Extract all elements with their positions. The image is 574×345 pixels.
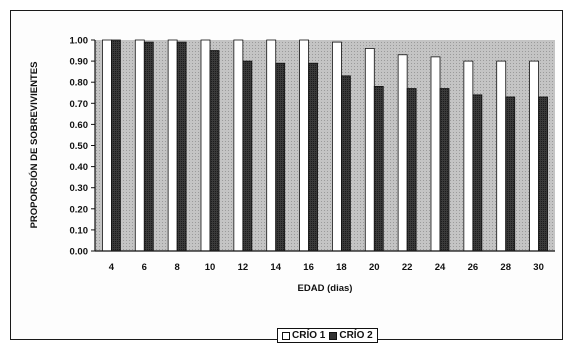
- x-tick-label: 18: [336, 262, 347, 273]
- plot-area: [95, 40, 555, 251]
- y-tick-label: 0.10: [70, 225, 89, 236]
- y-axis-title: PROPORCIÓN DE SOBREVIVIENTES: [28, 62, 40, 229]
- y-tick-label: 0.40: [70, 162, 89, 173]
- bar-crio-2-28: [505, 96, 516, 252]
- x-axis-title: EDAD (dias): [298, 283, 353, 294]
- x-tick-label: 8: [174, 262, 179, 273]
- legend-item-crio-1: CRÍO 1: [282, 330, 325, 341]
- bar-crio-2-22: [406, 88, 417, 252]
- bar-crio-2-6: [143, 41, 154, 252]
- bar-crio-2-10: [209, 50, 220, 252]
- x-tick-label: 28: [500, 262, 511, 273]
- bar-crio-1-30: [529, 60, 539, 252]
- bar-crio-2-24: [439, 88, 450, 252]
- x-tick-label: 22: [402, 262, 413, 273]
- y-tick-label: 0.20: [70, 204, 89, 215]
- y-tick-label: 0.70: [70, 99, 89, 110]
- y-tick-label: 0.90: [70, 57, 89, 68]
- legend: CRÍO 1 CRÍO 2: [277, 328, 378, 343]
- bar-crio-1-10: [200, 39, 211, 252]
- bar-crio-2-14: [275, 62, 286, 252]
- bar-crio-2-12: [242, 60, 253, 252]
- x-tick-label: 30: [533, 262, 544, 273]
- x-tick-label: 6: [142, 262, 147, 273]
- x-tick-label: 20: [369, 262, 380, 273]
- bar-crio-1-6: [134, 39, 145, 252]
- y-tick-label: 0.30: [70, 183, 89, 194]
- y-tick-label: 0.00: [70, 247, 89, 258]
- bar-crio-2-4: [111, 39, 121, 252]
- bar-crio-1-26: [463, 60, 474, 252]
- bar-crio-1-14: [266, 39, 277, 252]
- legend-swatch-crio-2: [329, 331, 338, 340]
- y-tick-label: 0.50: [70, 141, 89, 152]
- chart-figure: 0.00 0.10 0.20 0.30 0.40 0.50 0.60 0.70 0.80 0.90…: [10, 10, 563, 343]
- bar-crio-1-28: [496, 60, 507, 252]
- bar-crio-1-4: [102, 39, 112, 252]
- x-tick-label: 4: [109, 262, 115, 273]
- bar-crio-2-20: [373, 86, 384, 252]
- bar-crio-1-8: [167, 39, 178, 252]
- x-tick-label: 24: [435, 262, 446, 273]
- legend-item-crio-2: CRÍO 2: [329, 330, 373, 341]
- y-tick-label: 0.60: [70, 120, 89, 131]
- bar-crio-2-8: [176, 41, 187, 252]
- bar-crio-2-30: [538, 96, 548, 252]
- bar-crio-1-22: [397, 54, 408, 252]
- legend-swatch-crio-1: [282, 331, 290, 340]
- bar-crio-1-20: [364, 48, 375, 252]
- bar-crio-2-18: [341, 75, 351, 252]
- bar-crio-1-24: [430, 56, 441, 252]
- bar-crio-1-12: [233, 39, 244, 252]
- x-tick-label: 12: [238, 262, 249, 273]
- legend-label-crio-1: CRÍO 1: [292, 330, 326, 341]
- legend-label-crio-2: CRÍO 2: [339, 330, 373, 341]
- x-tick-label: 26: [468, 262, 479, 273]
- bar-crio-2-16: [308, 62, 318, 252]
- bar-crio-1-16: [299, 39, 309, 252]
- x-tick-label: 14: [270, 262, 281, 273]
- bar-crio-2-26: [472, 94, 483, 252]
- bar-crio-1-18: [332, 41, 342, 252]
- y-tick-label: 0.80: [70, 78, 89, 89]
- x-tick-label: 16: [303, 262, 314, 273]
- x-tick-label: 10: [205, 262, 216, 273]
- bar-chart: 0.00 0.10 0.20 0.30 0.40 0.50 0.60 0.70 0.80 0.90…: [28, 36, 555, 294]
- y-tick-label: 1.00: [70, 36, 89, 47]
